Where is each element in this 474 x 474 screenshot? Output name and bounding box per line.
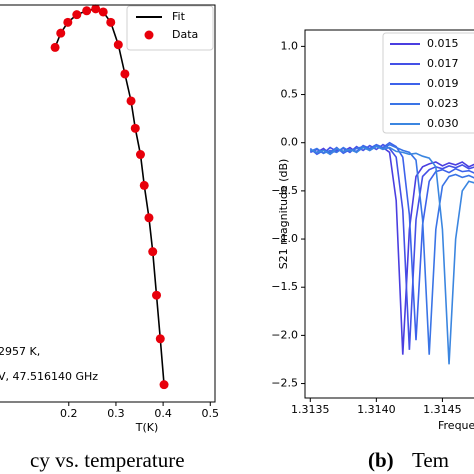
data-point — [144, 213, 154, 223]
x-tick-label: 1.3135 — [291, 403, 330, 416]
y-tick-label: −2.0 — [271, 328, 298, 341]
series-line — [54, 8, 165, 385]
x-tick-label: 1.3145 — [423, 403, 462, 416]
y-tick-label: 0.5 — [281, 88, 299, 101]
y-tick-label: 0.0 — [281, 136, 299, 149]
legend-label: 0.030 — [427, 117, 459, 130]
data-point — [91, 4, 101, 14]
x-tick-label: 0.5 — [202, 407, 220, 420]
annotation: V, 47.516140 GHz — [0, 370, 98, 383]
x-tick-label: 0.4 — [154, 407, 172, 420]
y-tick-label: −1.5 — [271, 280, 298, 293]
legend-label: Data — [172, 28, 198, 41]
data-point — [113, 40, 123, 50]
data-point — [159, 380, 169, 390]
y-axis-label: S21 magnitude (dB) — [277, 159, 290, 270]
y-tick-label: −2.5 — [271, 377, 298, 390]
x-tick-label: 0.2 — [60, 407, 78, 420]
data-point — [72, 10, 82, 20]
data-point — [50, 42, 60, 52]
data-point — [56, 28, 66, 38]
x-axis-label: T(K) — [135, 421, 159, 434]
legend-label: 0.023 — [427, 97, 459, 110]
caption-label: (b) — [368, 448, 394, 472]
data-point — [106, 17, 116, 27]
plot-frame — [0, 4, 216, 403]
x-tick-label: 0.3 — [107, 407, 125, 420]
legend-box — [126, 5, 214, 51]
data-point — [120, 69, 130, 79]
y-tick-label: 1.0 — [281, 39, 299, 52]
series-line — [309, 145, 474, 365]
data-point — [126, 96, 136, 106]
legend-label: 0.019 — [427, 77, 459, 90]
legend-label: 0.017 — [427, 57, 459, 70]
legend-marker — [144, 30, 154, 40]
y-tick-label: −1.0 — [271, 232, 298, 245]
legend-label: 0.015 — [427, 37, 459, 50]
legend-box — [382, 32, 474, 134]
x-tick-label: 1.3140 — [357, 403, 396, 416]
x-axis-label: Freque — [438, 419, 474, 432]
data-point — [63, 17, 73, 27]
legend-label: Fit — [172, 10, 186, 23]
plot-frame — [304, 29, 474, 399]
data-point — [98, 7, 108, 17]
caption-right: Tem — [412, 448, 449, 472]
y-tick-label: −0.5 — [271, 184, 298, 197]
data-point — [152, 290, 162, 300]
data-point — [148, 247, 158, 257]
data-point — [135, 150, 145, 160]
caption-left: cy vs. temperature — [30, 448, 185, 472]
annotation: 2957 K, — [0, 345, 40, 358]
data-point — [82, 6, 92, 16]
data-point — [155, 334, 165, 344]
data-point — [130, 123, 140, 133]
data-point — [139, 180, 149, 190]
